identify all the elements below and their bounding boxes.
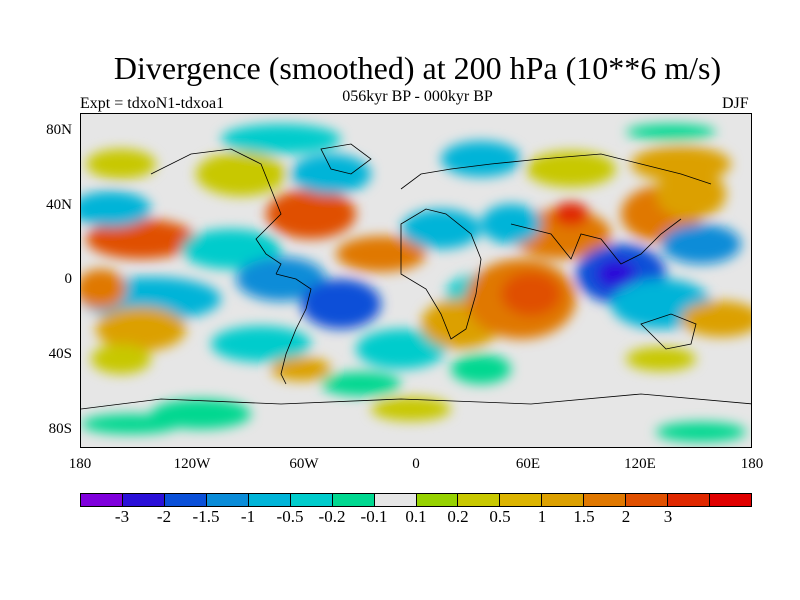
- colorbar-label: 0.2: [447, 507, 469, 526]
- colorbar-swatch: [542, 494, 585, 506]
- colorbar-swatch: [248, 494, 291, 506]
- colorbar-label: 1.5: [573, 507, 595, 526]
- colorbar-swatch: [164, 494, 207, 506]
- colorbar-swatch: [458, 494, 501, 506]
- plot-title: Divergence (smoothed) at 200 hPa (10**6 …: [113, 50, 722, 86]
- x-tick-label: 120W: [173, 456, 211, 472]
- colorbar-swatch: [500, 494, 543, 506]
- y-tick-label: 40N: [46, 197, 72, 213]
- colorbar-label: 1: [537, 507, 547, 526]
- colorbar: [80, 493, 752, 507]
- colorbar-swatch: [122, 494, 165, 506]
- y-tick-label: 80N: [46, 122, 72, 138]
- colorbar-swatch: [206, 494, 249, 506]
- colorbar-label: -2: [156, 507, 172, 526]
- x-tick-label: 120E: [624, 456, 656, 472]
- colorbar-label: 0.1: [405, 507, 427, 526]
- colorbar-swatch: [290, 494, 333, 506]
- x-tick-label: 180: [740, 456, 764, 472]
- colorbar-swatch: [710, 494, 751, 506]
- x-tick-label: 0: [412, 456, 420, 472]
- plot-subtitle: 056kyr BP - 000kyr BP: [342, 88, 493, 105]
- colorbar-swatch: [374, 494, 417, 506]
- colorbar-swatch: [626, 494, 669, 506]
- colorbar-label: -0.2: [318, 507, 346, 526]
- divergence-field: [81, 114, 751, 447]
- colorbar-label: -3: [114, 507, 130, 526]
- season-label: DJF: [722, 95, 749, 112]
- y-tick-label: 40S: [48, 346, 72, 362]
- colorbar-label: 0.5: [489, 507, 511, 526]
- colorbar-swatch: [81, 494, 123, 506]
- colorbar-label: 3: [663, 507, 673, 526]
- map-panel: [80, 113, 752, 448]
- colorbar-swatch: [584, 494, 627, 506]
- y-tick-label: 0: [64, 271, 73, 287]
- y-tick-label: 80S: [48, 421, 72, 437]
- colorbar-swatch: [332, 494, 375, 506]
- colorbar-label: 2: [621, 507, 631, 526]
- colorbar-label: -1.5: [192, 507, 220, 526]
- colorbar-swatch: [668, 494, 711, 506]
- x-tick-label: 60E: [515, 456, 541, 472]
- contour-fill-layer: [81, 124, 751, 442]
- x-tick-label: 60W: [289, 456, 319, 472]
- experiment-label: Expt = tdxoN1-tdxoa1: [80, 95, 225, 112]
- x-tick-label: 180: [68, 456, 92, 472]
- colorbar-label: -0.1: [360, 507, 388, 526]
- colorbar-label: -1: [240, 507, 256, 526]
- coastlines: [81, 143, 751, 410]
- colorbar-label: -0.5: [276, 507, 304, 526]
- colorbar-swatch: [416, 494, 459, 506]
